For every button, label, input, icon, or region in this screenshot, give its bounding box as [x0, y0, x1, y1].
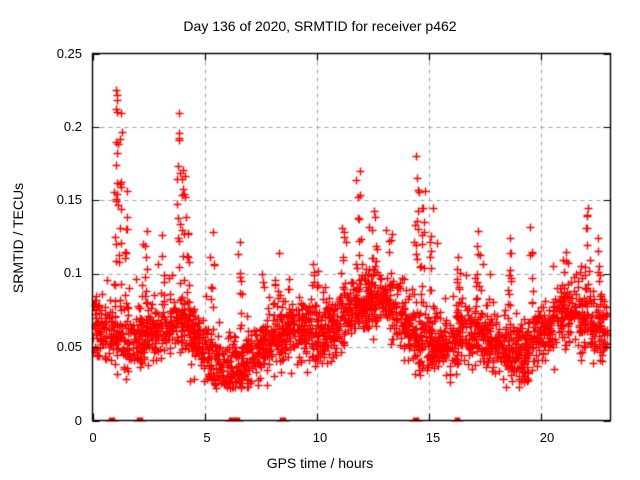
x-axis-label: GPS time / hours [266, 455, 374, 471]
y-tick-label-0: 0 [74, 413, 82, 428]
x-tick-label-5: 5 [203, 430, 211, 445]
y-tick-label-0.25: 0.25 [56, 46, 82, 61]
y-axis-label: SRMTID / TECUs [10, 182, 26, 294]
x-tick-label-0: 0 [89, 430, 97, 445]
chart-title: Day 136 of 2020, SRMTID for receiver p46… [183, 18, 457, 34]
y-tick-label-0.1: 0.1 [63, 265, 82, 280]
y-tick-label-0.2: 0.2 [63, 119, 82, 134]
x-tick-label-20: 20 [539, 430, 555, 445]
y-tick-label-0.15: 0.15 [56, 192, 82, 207]
x-tick-label-15: 15 [425, 430, 441, 445]
x-tick-label-10: 10 [312, 430, 328, 445]
y-tick-label-0.05: 0.05 [56, 339, 82, 354]
